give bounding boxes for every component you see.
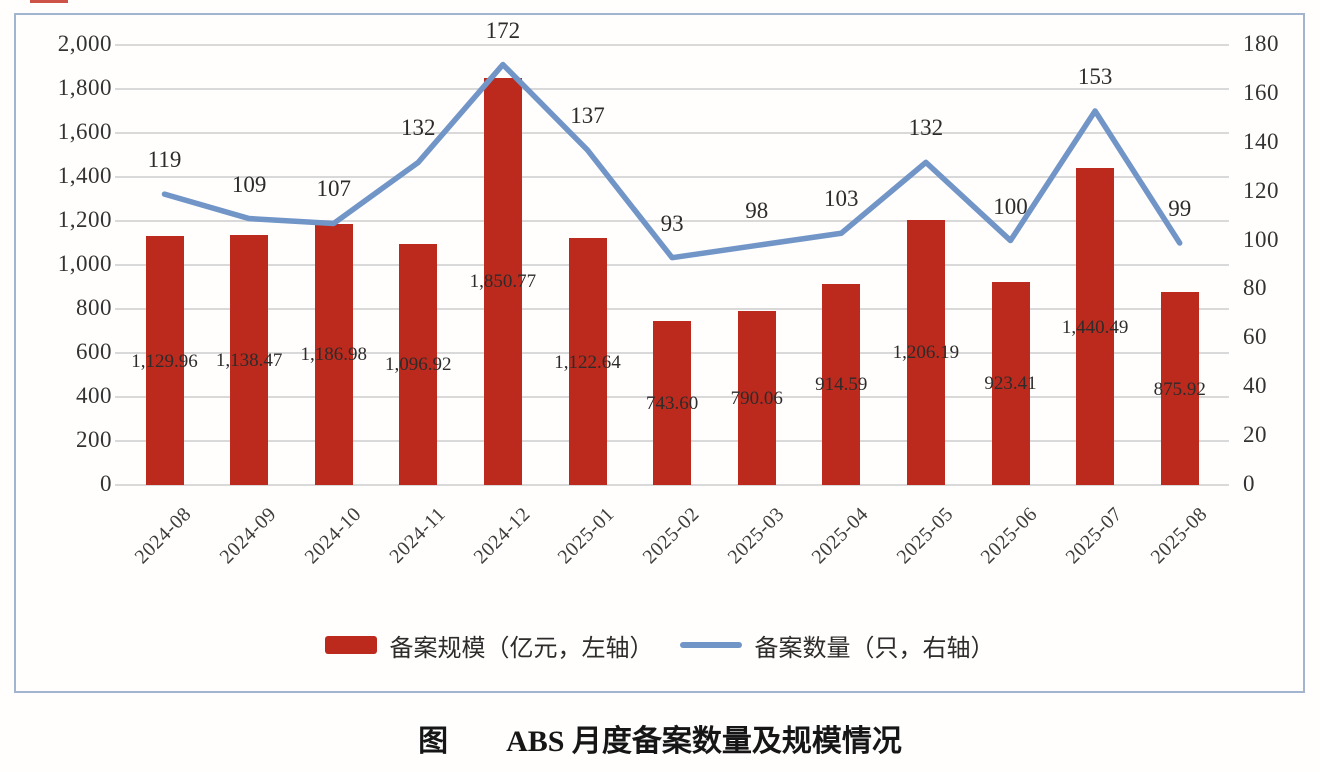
legend-item-bar-series: 备案规模（亿元，左轴） <box>324 628 654 663</box>
chart-frame <box>14 13 1305 693</box>
line-series-label: 备案数量（只，右轴） <box>754 635 995 662</box>
legend-item-line-series: 备案数量（只，右轴） <box>679 628 995 663</box>
caption-prefix: 图 <box>418 725 449 758</box>
scan-artifact <box>30 0 68 3</box>
bar-series-swatch-icon <box>324 636 377 654</box>
figure-caption: 图 ABS 月度备案数量及规模情况 <box>0 716 1320 760</box>
legend: 备案规模（亿元，左轴） 备案数量（只，右轴） <box>16 628 1303 663</box>
bar-series-label: 备案规模（亿元，左轴） <box>389 635 654 662</box>
line-series-swatch-icon <box>679 642 742 648</box>
caption-title: ABS 月度备案数量及规模情况 <box>506 725 902 758</box>
